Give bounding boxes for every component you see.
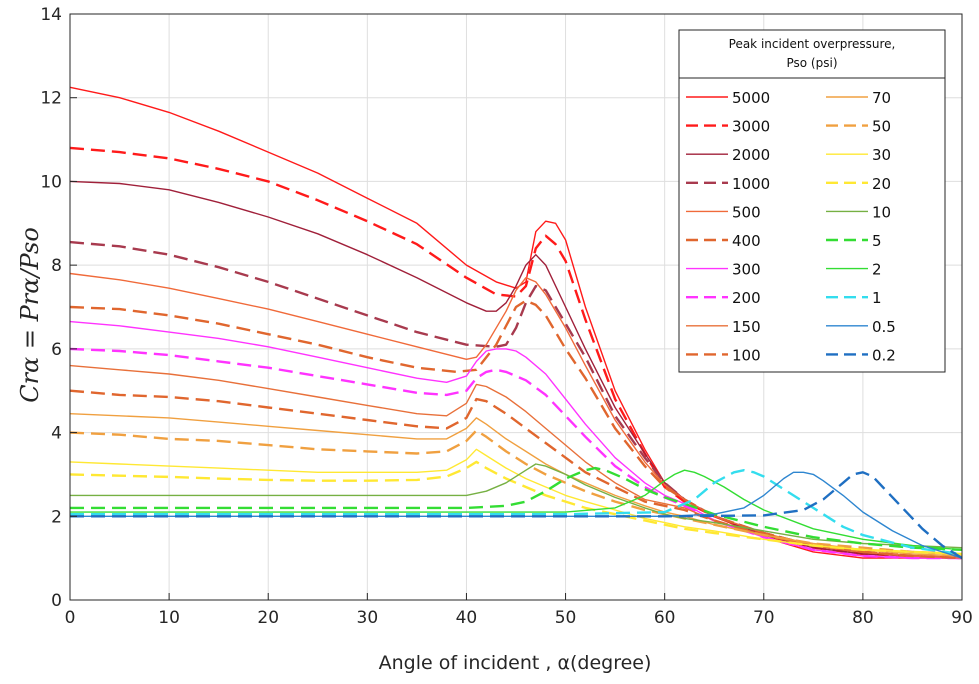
- legend-box: [678, 29, 946, 373]
- legend-label-5: 5: [872, 232, 882, 250]
- x-tick-label: 50: [555, 608, 577, 628]
- series-line-0.2: [70, 471, 963, 560]
- y-tick-label: 12: [40, 89, 62, 109]
- plot-frame: [69, 13, 963, 601]
- legend-label-400: 400: [732, 232, 761, 250]
- series-line-2: [70, 469, 963, 551]
- legend-label-0.5: 0.5: [872, 318, 896, 336]
- series-line-500: [69, 272, 963, 559]
- legend-label-3000: 3000: [732, 118, 770, 136]
- legend-label-200: 200: [732, 289, 761, 307]
- y-axis-title-text: Crα = Prα/Pso: [16, 227, 44, 403]
- legend-label-300: 300: [732, 261, 761, 279]
- y-tick-label: 8: [51, 256, 62, 276]
- legend-title-line2: Pso (psi): [787, 56, 838, 70]
- x-tick-label: 60: [654, 608, 676, 628]
- legend-label-1000: 1000: [732, 175, 770, 193]
- series-line-3000: [69, 146, 963, 560]
- series-line-1: [70, 469, 963, 556]
- legend-label-30: 30: [872, 146, 891, 164]
- x-tick-label: 40: [456, 608, 478, 628]
- legend-label-500: 500: [732, 203, 761, 221]
- series-line-0.5: [70, 471, 963, 559]
- x-tick-label: 30: [357, 608, 379, 628]
- x-tick-label: 80: [852, 608, 874, 628]
- y-tick-label: 14: [40, 5, 62, 25]
- series-line-10: [70, 463, 963, 549]
- legend-label-100: 100: [732, 346, 761, 364]
- legend-label-2: 2: [872, 261, 882, 279]
- x-tick-label: 0: [65, 608, 76, 628]
- series-line-20: [69, 460, 963, 556]
- legend-label-2000: 2000: [732, 146, 770, 164]
- legend-label-1: 1: [872, 289, 882, 307]
- y-axis-title: Crα = Prα/Pso: [16, 227, 44, 403]
- y-tick-label: 2: [51, 507, 62, 527]
- series-line-5: [70, 466, 963, 551]
- x-tick-label: 90: [951, 608, 973, 628]
- x-tick-label: 10: [158, 608, 180, 628]
- legend-label-5000: 5000: [732, 89, 770, 107]
- x-tick-label: 70: [753, 608, 775, 628]
- legend-label-0.2: 0.2: [872, 346, 896, 364]
- y-tick-label: 4: [51, 424, 62, 444]
- legend-label-70: 70: [872, 89, 891, 107]
- x-tick-label: 20: [257, 608, 279, 628]
- x-axis-title: Angle of incident , α(degree): [379, 652, 652, 674]
- series-group: [69, 86, 963, 560]
- legend-label-20: 20: [872, 175, 891, 193]
- y-tick-label: 10: [40, 172, 62, 192]
- series-line-50: [69, 429, 963, 556]
- series-line-100: [69, 389, 963, 560]
- legend-label-50: 50: [872, 118, 891, 136]
- legend: Peak incident overpressure, Pso (psi) 50…: [678, 29, 946, 373]
- legend-label-150: 150: [732, 318, 761, 336]
- legend-items: 5000 3000 2000 1000 500 400 300 200 150 100 70 50 30…: [686, 89, 896, 364]
- y-tick-label: 0: [51, 591, 62, 611]
- legend-title-line1: Peak incident overpressure,: [729, 37, 896, 51]
- y-tick-label: 6: [51, 340, 62, 360]
- legend-label-10: 10: [872, 203, 891, 221]
